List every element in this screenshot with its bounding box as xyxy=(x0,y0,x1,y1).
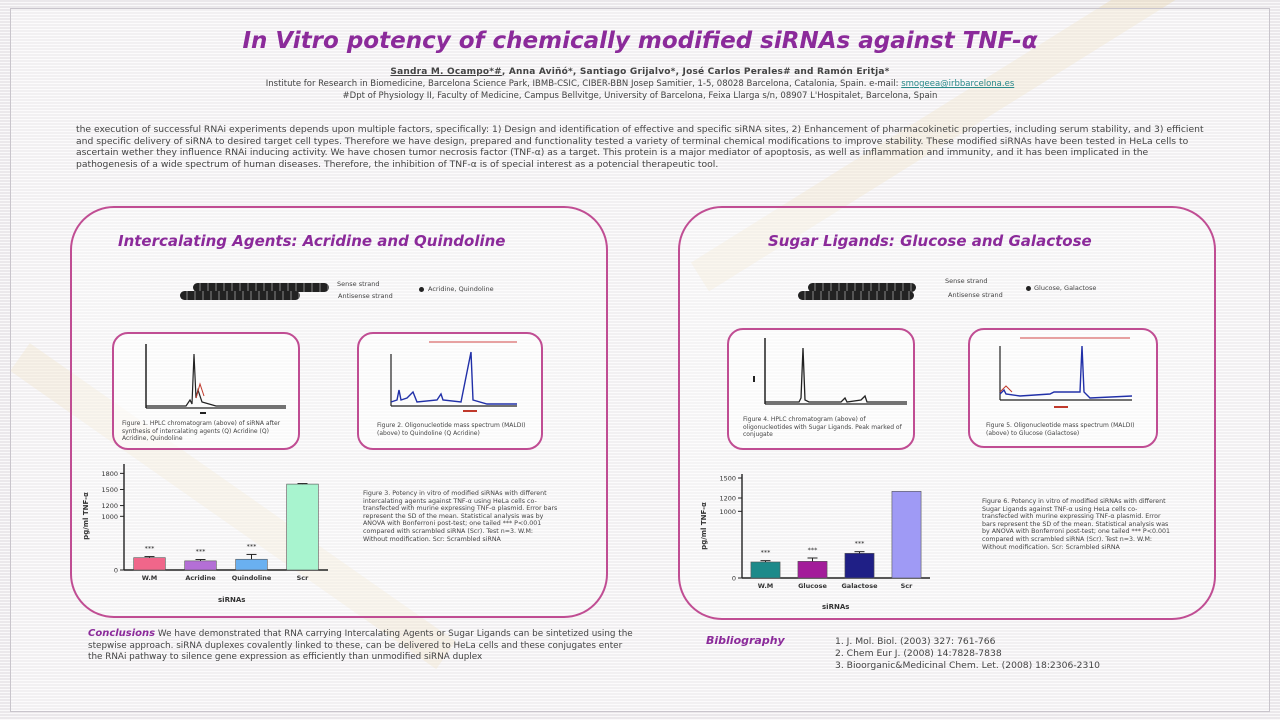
affiliation-1-text: Institute for Research in Biomedicine, B… xyxy=(265,79,902,89)
affiliation-1: Institute for Research in Biomedicine, B… xyxy=(0,79,1280,89)
conclusions-heading: Conclusions xyxy=(88,628,156,639)
left-chart-ylabel: pg/ml TNF-α xyxy=(81,492,90,540)
y-tick-label: 0 xyxy=(732,575,736,583)
significance-label: *** xyxy=(196,548,207,556)
y-tick-label: 1200 xyxy=(101,502,118,510)
co-authors: , Anna Aviñó*, Santiago Grijalvo*, José … xyxy=(501,67,890,77)
significance-label: *** xyxy=(855,540,866,548)
significance-label: *** xyxy=(808,546,819,554)
figure-4-caption: Figure 4. HPLC chromatogram (above) of o… xyxy=(743,416,902,438)
y-tick-label: 1500 xyxy=(719,475,736,483)
maldi-spectrum xyxy=(390,341,517,412)
figure-3-caption: Figure 3. Potency in vitro of modified s… xyxy=(363,490,558,543)
significance-label: *** xyxy=(145,545,156,553)
affiliation-2: #Dpt of Physiology II, Faculty of Medici… xyxy=(342,91,938,101)
sense-strand xyxy=(808,283,916,292)
x-tick-label: Scr xyxy=(297,574,310,582)
x-tick-label: Glucose xyxy=(798,582,827,590)
antisense-strand xyxy=(798,291,914,300)
bar xyxy=(844,553,875,579)
bar xyxy=(235,558,268,571)
x-tick-label: Galactose xyxy=(841,582,878,590)
right-bar-chart: 0 1000 1200 1500 *** W.M *** Glucose *** Galactos… xyxy=(719,474,930,590)
bar xyxy=(750,561,781,579)
maldi-inset: Figure 2. Oligonucleotide mass spectrum … xyxy=(357,332,543,450)
significance-label: *** xyxy=(761,549,772,557)
antisense-strand-label: Antisense strand xyxy=(338,292,393,300)
x-tick-label: W.M xyxy=(758,582,774,590)
bibliography-item: 1. J. Mol. Biol. (2003) 327: 761-766 xyxy=(835,636,996,647)
left-panel-title: Intercalating Agents: Acridine and Quind… xyxy=(118,232,506,250)
legend-marker xyxy=(419,287,424,292)
figure-1-caption: Figure 1. HPLC chromatogram (above) of s… xyxy=(122,420,281,442)
bar xyxy=(891,491,922,579)
y-tick-label: 1800 xyxy=(101,470,118,478)
left-chart-xlabel: siRNAs xyxy=(218,596,246,604)
introduction: the execution of successful RNAi experim… xyxy=(76,124,1204,170)
antisense-strand-label: Antisense strand xyxy=(948,291,1003,299)
y-tick-label: 0 xyxy=(114,567,118,575)
poster-title: In Vitro potency of chemically modified … xyxy=(242,28,1038,54)
conclusions: Conclusions We have demonstrated that RN… xyxy=(88,628,633,664)
maldi-inset: Figure 5. Oligonucleotide mass spectrum … xyxy=(968,328,1158,448)
hplc-inset: Figure 1. HPLC chromatogram (above) of s… xyxy=(112,332,300,450)
email-link[interactable]: smogeea@irbbarcelona.es xyxy=(901,79,1015,89)
legend-label: Acridine, Quindoline xyxy=(428,285,494,293)
x-tick-label: Scr xyxy=(901,582,914,590)
bar xyxy=(286,483,319,571)
right-panel-title: Sugar Ligands: Glucose and Galactose xyxy=(768,232,1092,250)
figure-5-caption: Figure 5. Oligonucleotide mass spectrum … xyxy=(986,422,1135,437)
maldi-spectrum xyxy=(999,337,1133,408)
bar xyxy=(797,561,828,579)
sense-strand xyxy=(193,283,329,292)
y-tick-label: 1500 xyxy=(101,486,118,494)
y-tick-label: 1000 xyxy=(719,508,736,516)
figure-6-caption: Figure 6. Potency in vitro of modified s… xyxy=(982,498,1170,551)
y-tick-label: 1000 xyxy=(101,513,118,521)
sense-strand-label: Sense strand xyxy=(337,280,380,288)
bibliography-item: 3. Bioorganic&Medicinal Chem. Let. (2008… xyxy=(835,660,1101,672)
bibliography-heading: Bibliography xyxy=(706,634,785,647)
x-tick-label: W.M xyxy=(142,574,158,582)
bar xyxy=(184,560,217,571)
legend-label: Glucose, Galactose xyxy=(1034,284,1097,292)
hplc-chromatogram xyxy=(753,338,907,405)
legend-marker xyxy=(1026,286,1031,291)
lead-author: Sandra M. Ocampo*# xyxy=(390,67,502,77)
x-tick-label: Acridine xyxy=(185,574,216,582)
significance-label: *** xyxy=(247,542,258,550)
right-chart-ylabel: pg/ml TNF-α xyxy=(699,502,708,550)
figure-2-caption: Figure 2. Oligonucleotide mass spectrum … xyxy=(377,422,526,437)
left-bar-chart: 0 1000 1200 1500 1800 *** W.M *** Acridine *** Qui… xyxy=(101,464,328,582)
authors: Sandra M. Ocampo*#, Anna Aviñó*, Santiag… xyxy=(0,67,1280,77)
antisense-strand xyxy=(180,291,300,300)
y-tick-label: 1200 xyxy=(719,495,736,503)
hplc-chromatogram xyxy=(145,344,286,414)
right-chart-xlabel: siRNAs xyxy=(822,603,850,611)
x-tick-label: Quindoline xyxy=(232,574,272,582)
bar xyxy=(133,557,166,571)
hplc-inset: Figure 4. HPLC chromatogram (above) of o… xyxy=(727,328,915,450)
sense-strand-label: Sense strand xyxy=(945,277,988,285)
bibliography-item: 2. Chem Eur J. (2008) 14:7828-7838 xyxy=(835,648,1002,660)
conclusions-text: We have demonstrated that RNA carrying I… xyxy=(88,629,633,663)
bibliography-list: 1. J. Mol. Biol. (2003) 327: 761-766 2. … xyxy=(835,636,1100,673)
